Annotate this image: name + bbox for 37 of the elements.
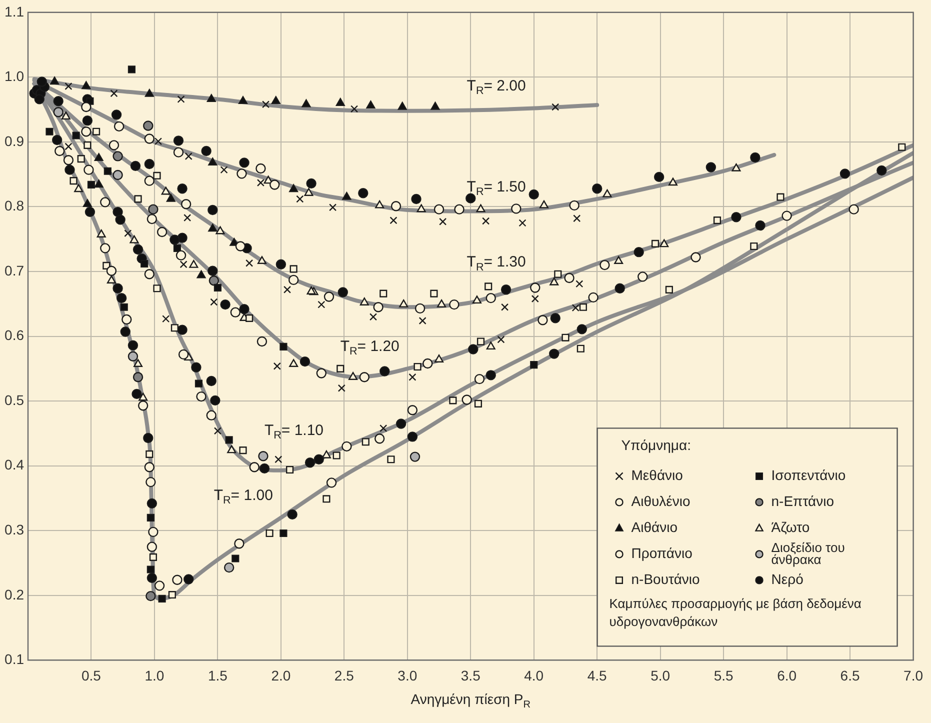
- legend-label: Αιθάνιο: [631, 519, 678, 536]
- legend-label: Ισοπεντάνιο: [771, 467, 846, 484]
- legend-label: n-Επτάνιο: [771, 493, 834, 510]
- x-tick-label: 6.0: [777, 667, 797, 684]
- y-tick-label: 0.4: [4, 456, 24, 473]
- x-tick-label: 7.0: [904, 667, 924, 684]
- y-tick-label: 0.9: [4, 132, 24, 149]
- y-tick-label: 0.8: [4, 198, 24, 214]
- x-tick-label: 2.0: [271, 667, 291, 684]
- y-tick-label: 0.7: [4, 262, 24, 278]
- x-tick-label: 3.5: [460, 667, 481, 684]
- y-tick-label: 0.1: [4, 651, 24, 668]
- legend-label: Άζωτο: [771, 519, 810, 536]
- legend-label: Διοξείδιο του άνθρακα: [771, 540, 845, 567]
- y-tick-label: 0.6: [4, 327, 24, 344]
- legend-label: Αιθυλένιο: [631, 493, 691, 510]
- x-tick-label: 4.0: [524, 667, 544, 684]
- y-tick-label: 0.2: [4, 586, 24, 602]
- legend-label: Μεθάνιο: [631, 467, 684, 484]
- annotation: Καμπύλες προσαρμογής με βάση δεδομένα υδρογονανθράκων: [609, 596, 862, 629]
- x-tick-label: 2.5: [334, 667, 354, 684]
- y-tick-label: 0.5: [4, 392, 24, 408]
- x-tick-label: 6.5: [840, 667, 860, 684]
- x-tick-label: 5.5: [714, 667, 734, 684]
- x-tick-label: 1.0: [144, 667, 164, 684]
- y-tick-label: 1.1: [4, 3, 24, 20]
- legend-label: Προπάνιο: [631, 545, 693, 562]
- x-tick-label: 0.5: [82, 667, 102, 684]
- x-tick-label: 5.0: [650, 667, 670, 684]
- legend-label: Νερό: [771, 571, 804, 588]
- y-tick-label: 0.3: [4, 522, 24, 538]
- x-tick-label: 3.0: [398, 667, 418, 684]
- legend-label: n-Βουτάνιο: [631, 571, 700, 588]
- x-tick-label: 1.5: [208, 667, 228, 684]
- legend-title: Υπόμνημα:: [621, 437, 691, 454]
- x-tick-label: 4.5: [587, 667, 608, 684]
- y-tick-label: 1.0: [4, 68, 24, 84]
